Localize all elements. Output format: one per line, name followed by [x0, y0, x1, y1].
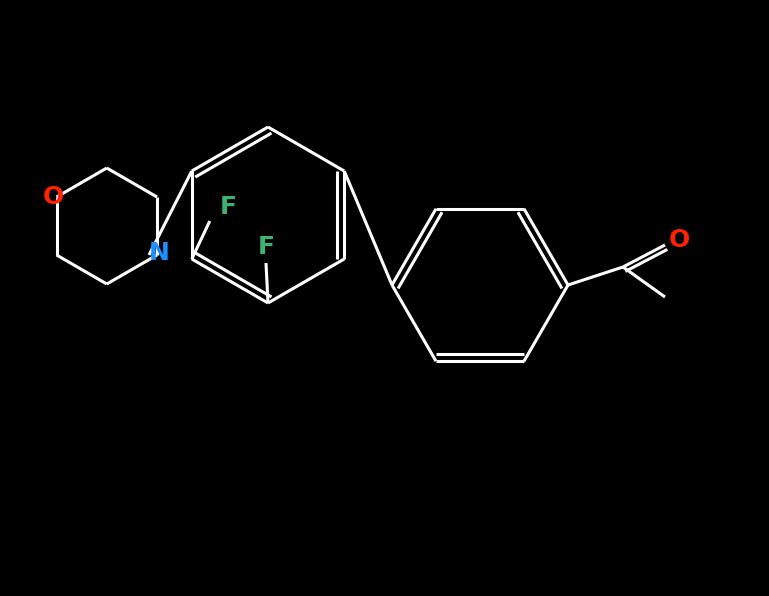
- Text: F: F: [258, 235, 275, 259]
- Text: O: O: [43, 185, 64, 209]
- Text: N: N: [148, 241, 169, 265]
- Text: F: F: [219, 195, 236, 219]
- Text: O: O: [668, 228, 690, 252]
